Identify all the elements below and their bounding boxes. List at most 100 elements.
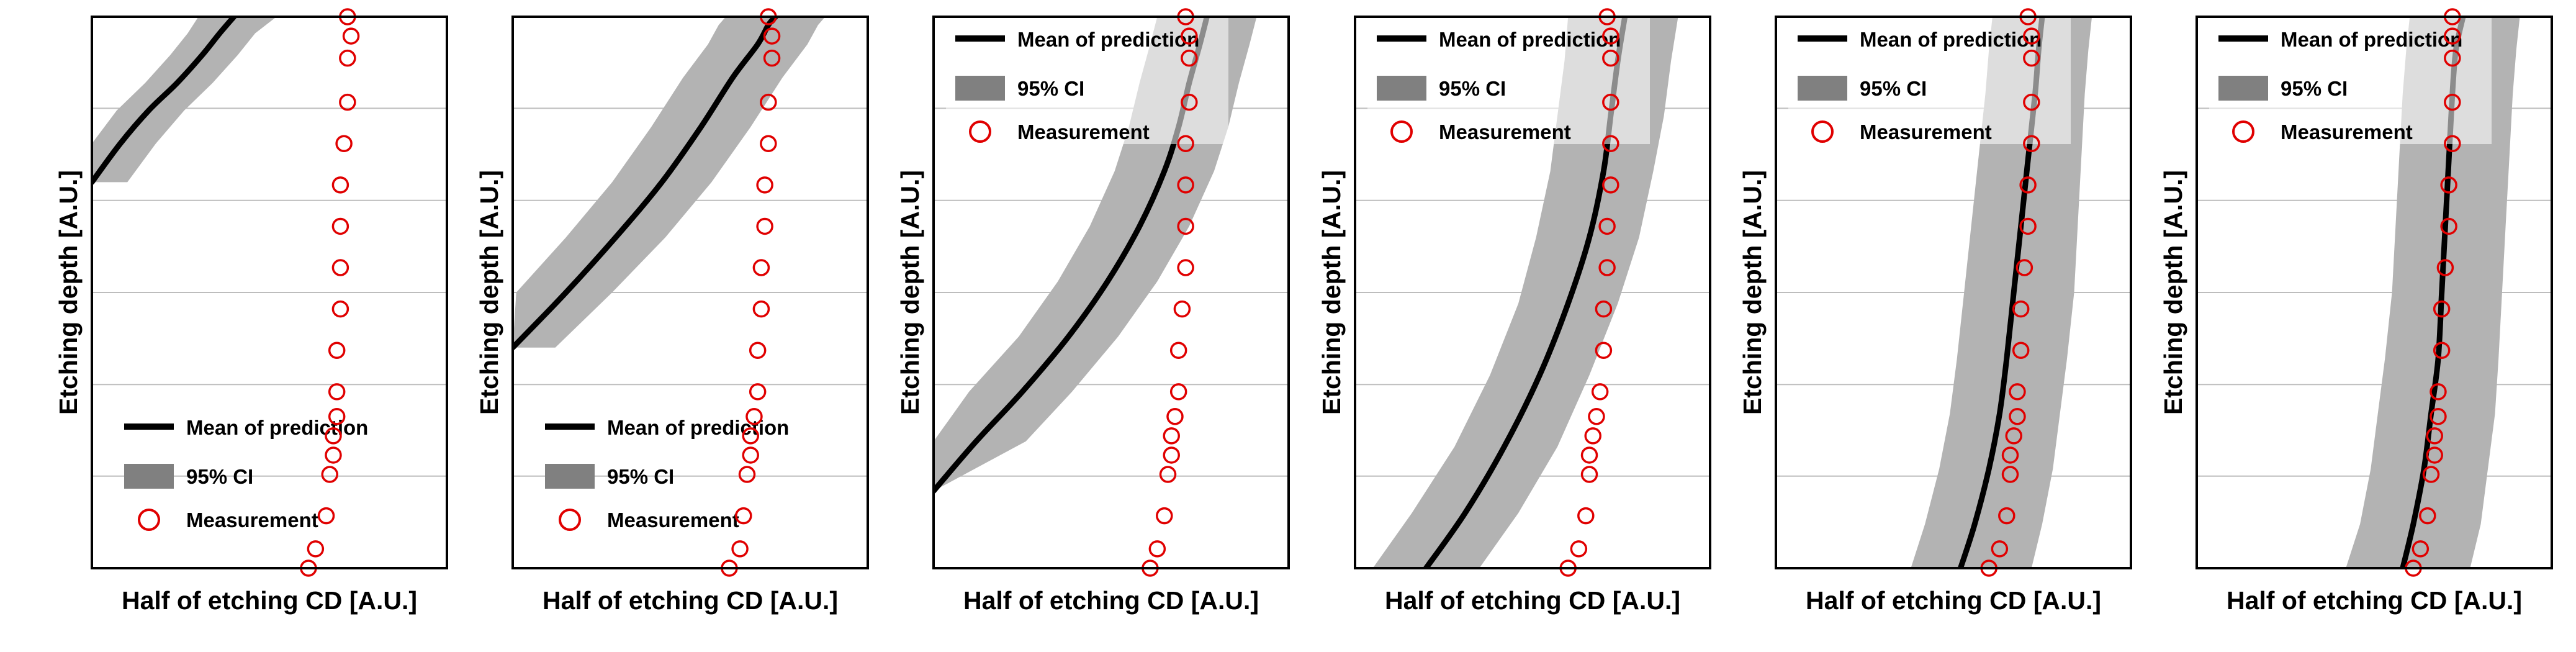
mean-prediction-line — [92, 17, 237, 185]
measurement-point — [1156, 507, 1173, 525]
measurement-point — [2444, 93, 2461, 111]
measurement-point — [342, 27, 360, 45]
legend-measurement-swatch — [138, 509, 160, 531]
legend-measurement-swatch — [2232, 120, 2254, 143]
x-axis-label: Half of etching CD [A.U.] — [1806, 586, 2101, 615]
measurement-point — [331, 217, 349, 235]
ci-band — [1372, 17, 1678, 568]
measurement-point — [756, 217, 773, 235]
measurement-point — [1598, 217, 1616, 235]
legend-measurement-swatch — [1811, 120, 1834, 143]
legend-ci-label: 95% CI — [607, 465, 674, 488]
measurement-point — [2430, 383, 2447, 401]
measurement-point — [763, 49, 781, 67]
measurement-point — [339, 93, 356, 111]
legend-mean-label: Mean of prediction — [1860, 28, 2042, 51]
legend-ci-swatch — [2218, 76, 2268, 101]
measurement-point — [331, 176, 349, 194]
measurement-point — [2009, 408, 2026, 425]
measurement-point — [1177, 135, 1194, 152]
measurement-point — [1991, 540, 2009, 558]
measurement-point — [2440, 176, 2457, 194]
measurement-point — [2430, 408, 2447, 425]
x-axis-label: Half of etching CD [A.U.] — [1385, 586, 1680, 615]
measurement-point — [2012, 300, 2030, 318]
chart-panel-1: Mean of prediction 95% CI Measurement Half … — [54, 8, 448, 615]
ci-band — [1911, 17, 2092, 568]
legend: Mean of prediction 95% CI Measurement — [2209, 17, 2492, 144]
legend-measurement-label: Measurement — [1860, 120, 1992, 143]
measurement-point — [2001, 446, 2019, 464]
measurement-point — [2023, 49, 2040, 67]
x-axis-label: Half of etching CD [A.U.] — [963, 586, 1259, 615]
measurement-point — [321, 466, 338, 483]
measurement-point — [731, 540, 749, 558]
measurement-point — [752, 259, 770, 276]
measurement-point — [2433, 342, 2451, 359]
measurement-point — [760, 93, 777, 111]
measurement-point — [756, 176, 773, 194]
plot-frame — [2195, 16, 2553, 569]
measurement-point — [1595, 342, 1613, 359]
measurement-point — [2023, 135, 2040, 152]
measurement-point — [2019, 217, 2037, 235]
measurement-point — [307, 540, 325, 558]
measurement-point — [2009, 383, 2026, 401]
legend-ci-swatch — [124, 464, 174, 489]
measurement-point — [1173, 300, 1191, 318]
x-axis-label: Half of etching CD [A.U.] — [2227, 586, 2522, 615]
legend-measurement-swatch — [969, 120, 991, 143]
legend-measurement-label: Measurement — [2281, 120, 2413, 143]
measurement-point — [2422, 466, 2440, 483]
measurement-point — [339, 49, 356, 67]
legend-measurement-label: Measurement — [1439, 120, 1571, 143]
y-axis-label: Etching depth [A.U.] — [896, 170, 924, 415]
measurement-point — [752, 300, 770, 318]
measurement-point — [1148, 540, 1166, 558]
legend-ci-label: 95% CI — [186, 465, 253, 488]
measurement-point — [2019, 176, 2037, 194]
measurement-point — [1163, 446, 1180, 464]
measurement-point — [1163, 427, 1180, 445]
measurement-point — [328, 383, 346, 401]
measurement-point — [2012, 342, 2030, 359]
legend-mean-label: Mean of prediction — [2281, 28, 2462, 51]
measurement-point — [749, 383, 767, 401]
measurement-point — [735, 507, 752, 525]
measurement-point — [2436, 259, 2454, 276]
y-axis-label: Etching depth [A.U.] — [1738, 170, 1767, 415]
legend-ci-label: 95% CI — [1017, 77, 1084, 100]
chart-panel-4: Mean of prediction 95% CI Measurement Half … — [1317, 8, 1711, 615]
plot-content — [92, 17, 277, 185]
y-axis-label: Etching depth [A.U.] — [54, 170, 83, 415]
measurement-point — [760, 135, 777, 152]
measurement-point — [2433, 300, 2451, 318]
measurement-point — [325, 446, 342, 464]
measurement-point — [2444, 49, 2461, 67]
plot-frame — [511, 16, 869, 569]
legend-mean-label: Mean of prediction — [1017, 28, 1199, 51]
measurement-point — [1602, 49, 1619, 67]
measurement-series — [1980, 8, 2040, 577]
measurement-point — [1177, 176, 1194, 194]
measurement-point — [2419, 507, 2436, 525]
plot-frame — [932, 16, 1290, 569]
measurement-point — [2023, 27, 2040, 45]
measurement-point — [1580, 466, 1598, 483]
legend-ci-label: 95% CI — [2281, 77, 2348, 100]
measurement-point — [1602, 93, 1619, 111]
measurement-point — [2001, 466, 2019, 483]
plot-frame — [1775, 16, 2132, 569]
legend-measurement-label: Measurement — [607, 509, 739, 532]
legend-mean-label: Mean of prediction — [186, 416, 368, 439]
measurement-point — [1177, 217, 1194, 235]
measurement-point — [1159, 466, 1177, 483]
y-axis-label: Etching depth [A.U.] — [1317, 170, 1346, 415]
measurement-point — [317, 507, 335, 525]
measurement-point — [1595, 300, 1613, 318]
measurement-point — [1570, 540, 1588, 558]
